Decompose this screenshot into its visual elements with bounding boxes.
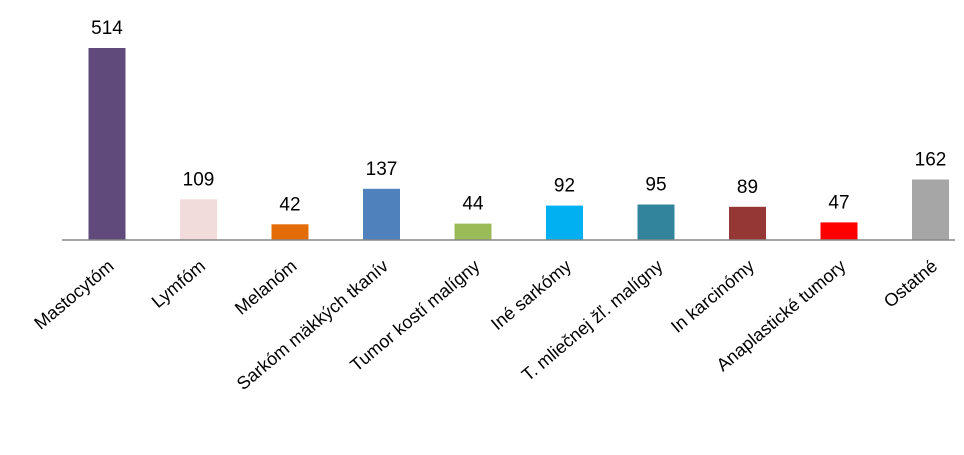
bar-7 [637,204,675,240]
bar-4 [363,188,400,240]
value-label-1: 514 [91,18,123,39]
category-label-1: Mastocytóm [30,256,117,334]
bar-8 [729,206,766,240]
category-label-4: Sarkóm mäkkých tkanív [233,256,392,394]
bar-3 [271,224,309,240]
bar-6 [546,205,583,240]
value-label-10: 162 [915,150,947,171]
bars-group [88,48,949,240]
bar-9 [820,222,858,240]
value-label-7: 95 [645,175,666,196]
category-label-10: Ostatné [880,256,941,312]
value-label-9: 47 [828,192,849,213]
value-label-4: 137 [366,159,398,180]
category-label-8: In karcinómy [667,256,758,337]
bar-5 [454,223,492,240]
category-label-6: Iné sarkómy [487,256,575,334]
bar-10 [912,179,949,240]
value-label-8: 89 [737,177,758,198]
value-label-5: 44 [462,194,484,215]
value-labels-group: 514 109 42 137 44 92 95 89 47 162 [91,18,946,215]
value-label-2: 109 [183,169,215,190]
category-label-3: Melanóm [231,256,301,319]
value-label-6: 92 [554,176,575,197]
category-label-2: Lymfóm [148,256,209,312]
bar-1 [88,48,126,240]
value-label-3: 42 [279,194,300,215]
bar-2 [180,199,217,240]
